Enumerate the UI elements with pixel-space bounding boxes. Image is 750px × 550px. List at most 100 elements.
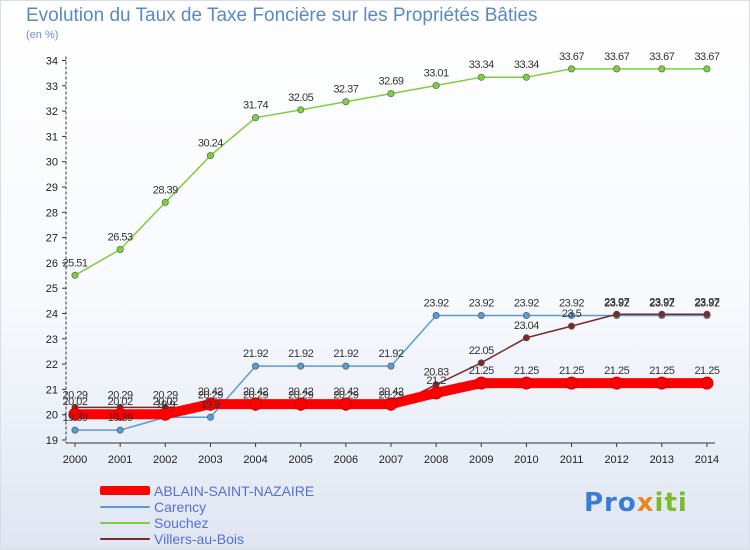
data-label: 20.02 xyxy=(108,396,133,408)
data-point xyxy=(477,359,485,367)
data-label: 23.92 xyxy=(604,298,629,310)
data-label: 25.51 xyxy=(62,257,87,269)
data-label: 23.97 xyxy=(649,296,674,308)
data-point xyxy=(297,106,305,114)
data-label: 21.92 xyxy=(243,348,268,360)
data-point xyxy=(429,386,443,400)
data-label: 30.24 xyxy=(198,138,223,150)
data-point xyxy=(252,114,260,122)
data-point xyxy=(342,98,350,106)
x-tick-label: 2004 xyxy=(243,454,267,466)
data-label: 20.42 xyxy=(288,386,313,398)
data-label: 20.29 xyxy=(153,389,178,401)
legend-swatch xyxy=(100,486,150,495)
data-label: 19.9 xyxy=(156,399,176,411)
data-point xyxy=(342,362,350,370)
x-tick-label: 2006 xyxy=(334,454,358,466)
data-point xyxy=(71,426,79,434)
legend-label: Carency xyxy=(154,499,207,515)
data-point xyxy=(294,397,308,411)
data-point xyxy=(71,271,79,279)
data-point xyxy=(703,65,711,73)
data-label: 33.67 xyxy=(604,51,629,63)
data-label: 20.42 xyxy=(378,386,403,398)
y-tick-label: 31 xyxy=(46,131,58,143)
data-point xyxy=(477,312,485,320)
data-label: 19.39 xyxy=(62,412,87,424)
data-point xyxy=(297,362,305,370)
data-point xyxy=(387,362,395,370)
data-point xyxy=(610,376,624,390)
data-label: 23.92 xyxy=(559,298,584,310)
data-point xyxy=(387,90,395,98)
legend-swatch xyxy=(100,522,150,524)
data-label: 32.69 xyxy=(378,76,403,88)
data-label: 20.29 xyxy=(198,389,223,401)
y-tick-label: 20 xyxy=(46,410,58,422)
data-point xyxy=(249,397,263,411)
x-tick-label: 2013 xyxy=(650,454,674,466)
data-label: 23.92 xyxy=(649,298,674,310)
data-label: 21.25 xyxy=(604,365,629,377)
data-label: 23.92 xyxy=(424,298,449,310)
data-label: 32.37 xyxy=(333,84,358,96)
data-label: 20.29 xyxy=(288,389,313,401)
data-point xyxy=(568,322,576,330)
data-point xyxy=(613,310,621,318)
data-point xyxy=(655,376,669,390)
data-label: 20.29 xyxy=(378,389,403,401)
data-label: 23.04 xyxy=(514,320,539,332)
data-point xyxy=(522,334,530,342)
legend-label: Villers-au-Bois xyxy=(154,531,244,547)
legend-swatch xyxy=(100,506,150,508)
data-point xyxy=(474,376,488,390)
data-label: 21.92 xyxy=(333,348,358,360)
data-point xyxy=(158,407,172,421)
y-tick-label: 23 xyxy=(46,334,58,346)
series-line xyxy=(74,68,708,277)
data-label: 21.25 xyxy=(649,365,674,377)
data-label: 21.2 xyxy=(426,375,446,387)
data-label: 22.05 xyxy=(469,345,494,357)
data-label: 21.25 xyxy=(514,365,539,377)
data-label: 23.97 xyxy=(694,296,719,308)
legend-label: ABLAIN-SAINT-NAZAIRE xyxy=(154,483,315,499)
data-label: 23.97 xyxy=(604,296,629,308)
data-label: 21.92 xyxy=(378,348,403,360)
data-label: 32.05 xyxy=(288,92,313,104)
data-point xyxy=(432,312,440,320)
data-point xyxy=(252,362,260,370)
y-tick-label: 19 xyxy=(46,435,58,447)
data-point xyxy=(113,407,127,421)
data-label: 20.29 xyxy=(62,389,87,401)
data-point xyxy=(339,397,353,411)
data-label: 28.39 xyxy=(153,184,178,196)
x-tick-label: 2014 xyxy=(695,454,719,466)
data-label: 21.25 xyxy=(694,365,719,377)
data-point xyxy=(116,245,124,253)
data-point xyxy=(658,65,666,73)
y-tick-label: 34 xyxy=(46,56,58,68)
data-label: 21.25 xyxy=(559,365,584,377)
data-label: 33.34 xyxy=(469,59,494,71)
data-label: 31.74 xyxy=(243,100,268,112)
x-tick-label: 2002 xyxy=(153,454,177,466)
y-tick-label: 25 xyxy=(46,283,58,295)
data-point xyxy=(203,397,217,411)
data-label: 23.5 xyxy=(562,308,582,320)
data-point xyxy=(161,198,169,206)
data-point xyxy=(206,152,214,160)
data-label: 23.92 xyxy=(694,298,719,310)
data-point xyxy=(116,426,124,434)
y-tick-label: 26 xyxy=(46,258,58,270)
y-tick-label: 27 xyxy=(46,233,58,245)
data-point xyxy=(384,397,398,411)
data-point xyxy=(700,376,714,390)
data-label: 33.67 xyxy=(649,51,674,63)
data-label: 20.02 xyxy=(62,396,87,408)
data-label: 20.42 xyxy=(243,386,268,398)
data-label: 20.42 xyxy=(198,386,223,398)
x-tick-label: 2000 xyxy=(63,454,87,466)
x-tick-label: 2010 xyxy=(514,454,538,466)
